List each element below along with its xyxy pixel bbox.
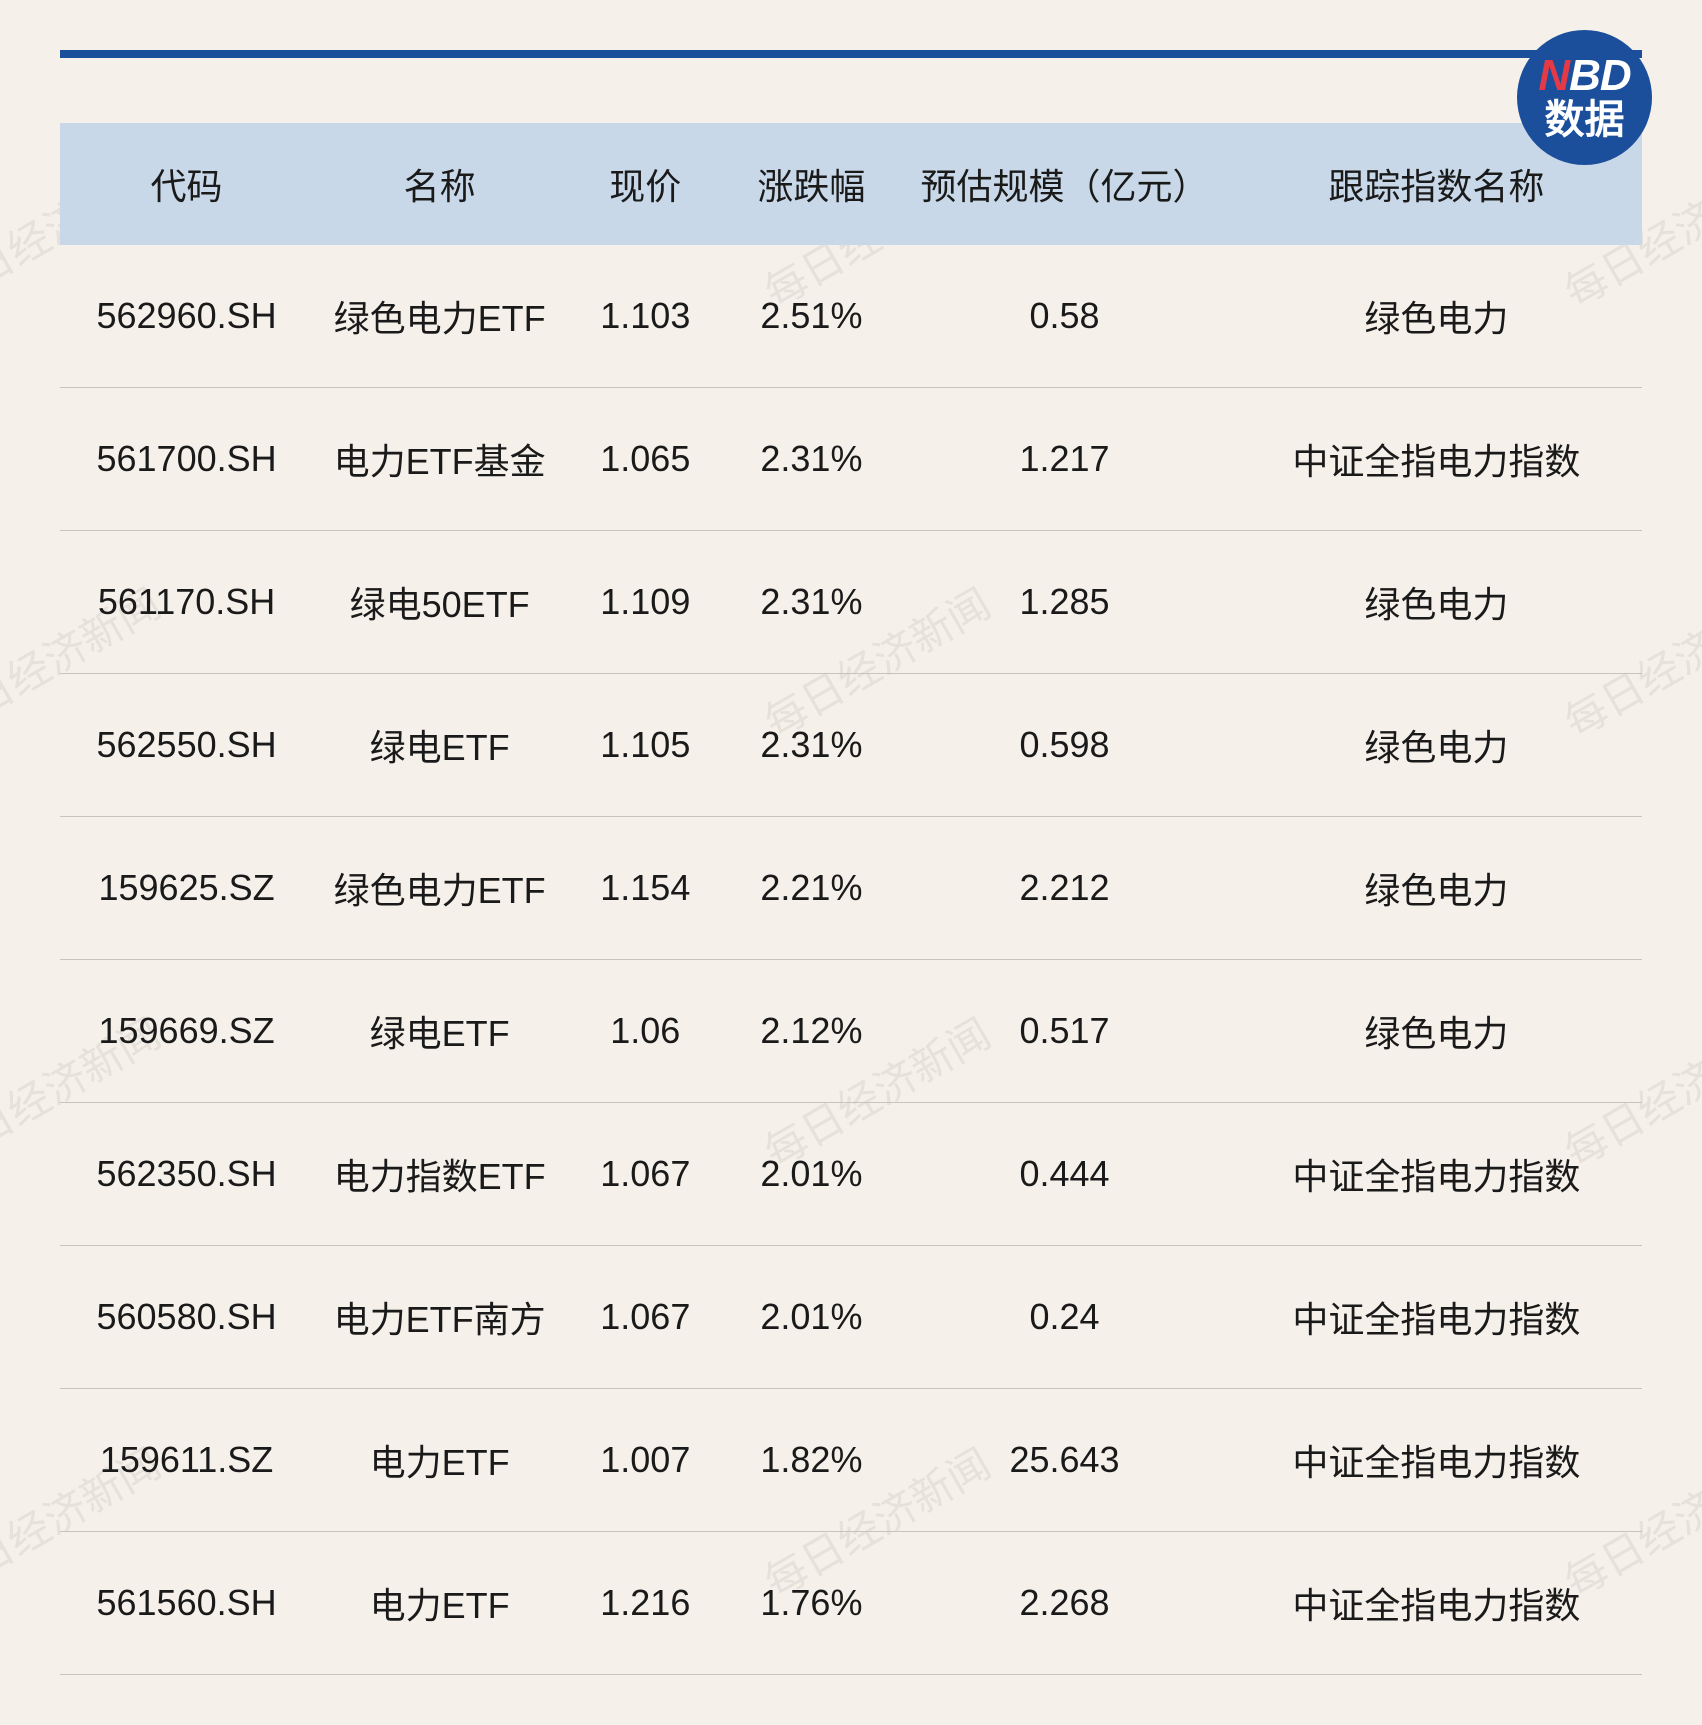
cell-price: 1.109 [566,531,724,674]
cell-name: 电力ETF [313,1532,566,1675]
cell-code: 561170.SH [60,531,313,674]
cell-code: 159669.SZ [60,960,313,1103]
cell-scale: 1.285 [898,531,1230,674]
cell-index: 中证全指电力指数 [1231,1389,1642,1532]
cell-change: 2.31% [724,674,898,817]
cell-scale: 0.598 [898,674,1230,817]
cell-scale: 0.517 [898,960,1230,1103]
cell-index: 中证全指电力指数 [1231,1246,1642,1389]
cell-scale: 2.268 [898,1532,1230,1675]
cell-price: 1.154 [566,817,724,960]
cell-index: 绿色电力 [1231,674,1642,817]
table-header-row: 代码 名称 现价 涨跌幅 预估规模（亿元） 跟踪指数名称 [60,123,1642,245]
cell-name: 电力ETF南方 [313,1246,566,1389]
cell-index: 绿色电力 [1231,531,1642,674]
table-row: 159611.SZ电力ETF1.0071.82%25.643中证全指电力指数 [60,1389,1642,1532]
cell-code: 562960.SH [60,245,313,388]
header-change: 涨跌幅 [724,123,898,245]
table-row: 562350.SH电力指数ETF1.0672.01%0.444中证全指电力指数 [60,1103,1642,1246]
cell-change: 2.01% [724,1103,898,1246]
cell-change: 2.51% [724,245,898,388]
cell-code: 562550.SH [60,674,313,817]
cell-code: 561700.SH [60,388,313,531]
cell-scale: 0.58 [898,245,1230,388]
header-price: 现价 [566,123,724,245]
cell-name: 绿电ETF [313,674,566,817]
badge-data-text: 数据 [1545,98,1625,142]
cell-scale: 0.444 [898,1103,1230,1246]
cell-price: 1.103 [566,245,724,388]
table-row: 562550.SH绿电ETF1.1052.31%0.598绿色电力 [60,674,1642,817]
cell-name: 电力指数ETF [313,1103,566,1246]
cell-index: 中证全指电力指数 [1231,1103,1642,1246]
cell-price: 1.105 [566,674,724,817]
header-scale: 预估规模（亿元） [898,123,1230,245]
cell-change: 2.21% [724,817,898,960]
cell-price: 1.216 [566,1532,724,1675]
cell-change: 2.31% [724,388,898,531]
nbd-badge: NBD 数据 [1517,30,1652,165]
badge-letter-n: N [1538,51,1569,100]
table-row: 561560.SH电力ETF1.2161.76%2.268中证全指电力指数 [60,1532,1642,1675]
table-row: 159625.SZ绿色电力ETF1.1542.21%2.212绿色电力 [60,817,1642,960]
cell-index: 中证全指电力指数 [1231,388,1642,531]
cell-change: 1.82% [724,1389,898,1532]
cell-index: 绿色电力 [1231,817,1642,960]
cell-name: 电力ETF [313,1389,566,1532]
cell-price: 1.06 [566,960,724,1103]
cell-code: 159625.SZ [60,817,313,960]
cell-price: 1.007 [566,1389,724,1532]
cell-scale: 1.217 [898,388,1230,531]
table-row: 562960.SH绿色电力ETF1.1032.51%0.58绿色电力 [60,245,1642,388]
cell-price: 1.067 [566,1103,724,1246]
header-name: 名称 [313,123,566,245]
cell-code: 159611.SZ [60,1389,313,1532]
cell-name: 绿色电力ETF [313,817,566,960]
cell-index: 中证全指电力指数 [1231,1532,1642,1675]
badge-nbd-text: NBD [1538,54,1630,98]
cell-change: 2.12% [724,960,898,1103]
cell-name: 绿电50ETF [313,531,566,674]
cell-scale: 2.212 [898,817,1230,960]
cell-name: 电力ETF基金 [313,388,566,531]
cell-price: 1.067 [566,1246,724,1389]
table-row: 560580.SH电力ETF南方1.0672.01%0.24中证全指电力指数 [60,1246,1642,1389]
cell-change: 2.31% [724,531,898,674]
main-container: 代码 名称 现价 涨跌幅 预估规模（亿元） 跟踪指数名称 562960.SH绿色… [0,0,1702,1725]
table-row: 561170.SH绿电50ETF1.1092.31%1.285绿色电力 [60,531,1642,674]
table-row: 159669.SZ绿电ETF1.062.12%0.517绿色电力 [60,960,1642,1103]
cell-scale: 25.643 [898,1389,1230,1532]
table-body: 562960.SH绿色电力ETF1.1032.51%0.58绿色电力561700… [60,245,1642,1675]
cell-index: 绿色电力 [1231,960,1642,1103]
table-row: 561700.SH电力ETF基金1.0652.31%1.217中证全指电力指数 [60,388,1642,531]
top-accent-line [60,50,1642,58]
cell-code: 562350.SH [60,1103,313,1246]
cell-code: 560580.SH [60,1246,313,1389]
etf-data-table: 代码 名称 现价 涨跌幅 预估规模（亿元） 跟踪指数名称 562960.SH绿色… [60,123,1642,1675]
cell-code: 561560.SH [60,1532,313,1675]
cell-name: 绿色电力ETF [313,245,566,388]
badge-letters-bd: BD [1569,51,1631,100]
cell-index: 绿色电力 [1231,245,1642,388]
cell-change: 1.76% [724,1532,898,1675]
cell-change: 2.01% [724,1246,898,1389]
header-code: 代码 [60,123,313,245]
cell-price: 1.065 [566,388,724,531]
cell-name: 绿电ETF [313,960,566,1103]
cell-scale: 0.24 [898,1246,1230,1389]
